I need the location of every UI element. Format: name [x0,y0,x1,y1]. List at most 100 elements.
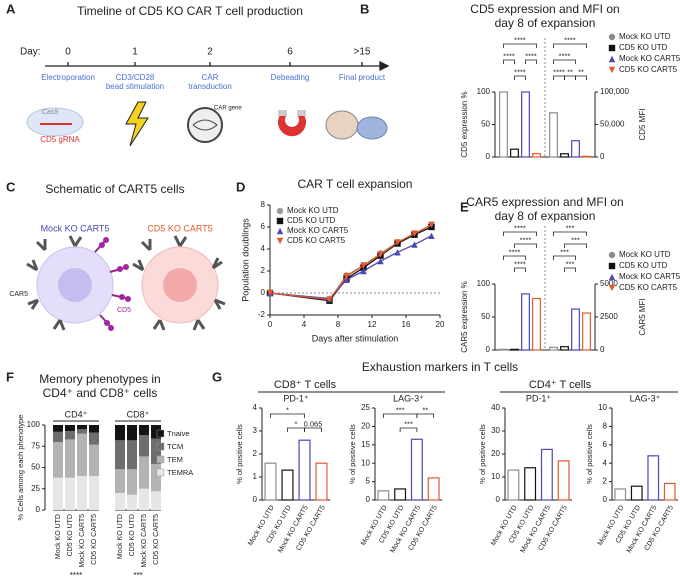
point [326,296,333,303]
series-line [269,224,432,301]
day: >15 [354,47,371,58]
bar [532,297,541,351]
significance-bracket [304,427,322,432]
significance-label: **** [514,259,526,268]
legend-label: CD5 KO UTD [619,43,668,52]
y-tick-label: 4 [603,458,608,467]
significance-label: * [286,405,289,414]
legend-marker [608,55,616,63]
y-tick-label: 2 [261,266,266,275]
point [411,230,418,237]
bar [663,482,676,501]
bar-segment [127,494,137,510]
y-tick-label: 50 [481,120,490,129]
bar-segment [89,432,99,445]
point [377,257,384,265]
y-tick-label: -2 [258,310,266,319]
subplot-title: PD-1⁺ [526,393,552,403]
legend-label: TEMRA [167,468,193,477]
y-tick-label: 10 [361,458,370,467]
x-tick-label: 8 [336,320,341,329]
legend-label: Mock KO UTD [619,250,671,259]
y-tick-label: 0 [600,345,605,354]
y-tick-label: 0 [603,495,608,504]
panel-label: D [236,179,245,194]
bar [557,460,570,501]
bar-segment [127,425,137,441]
bar [614,488,627,501]
icons: Cas9 CD5 gRNA CAR gene [26,101,388,147]
significance-bracket [553,43,587,48]
y-tick-label: 1 [253,472,258,481]
day: 0 [65,47,71,58]
y-tick-label: 10 [598,403,607,412]
significance-bracket [514,75,526,80]
y-tick-label: 20 [491,449,500,458]
significance-bracket [503,255,526,260]
cell-label: CD5 KO CART5 [147,223,212,233]
bar-segment [53,442,63,478]
legend-marker [608,251,616,259]
bar-segment [151,425,161,439]
bar-segment [65,425,75,431]
x-tick-label: 12 [368,320,377,329]
significance-bracket [564,267,576,272]
bar [571,140,580,158]
bar-segment [77,476,87,510]
significance-label: **** [525,51,537,60]
legend-marker [608,66,616,74]
icon-label: Cas9 [42,109,58,116]
step-label: Electroporation [41,73,95,82]
bar-segment [77,425,87,430]
y-tick-label: 8 [603,422,608,431]
chart-title: Memory phenotypes in [39,372,160,386]
bar-segment [115,425,125,441]
y-axis-title: CD5 expression % [460,91,469,157]
step-label: transduction [188,82,232,91]
bar-segment [65,477,75,510]
step-label: CD3/CD28 [116,73,155,82]
bar [582,312,591,351]
x-tick-label: 0 [268,320,273,329]
bar-segment [89,425,99,433]
y-tick-label: 0 [496,495,501,504]
significance-label: **** [514,67,526,76]
significance-bracket [503,43,537,48]
y-tick-label: 50,000 [600,120,625,129]
y-tick-label: 0 [253,495,258,504]
legend-marker [276,237,284,245]
legend-label: Mock KO CART5 [287,226,349,235]
y-tick-label: 4 [261,244,266,253]
cells [26,235,226,331]
legend-label: Mock KO CART5 [619,54,680,63]
bar-segment [139,435,149,457]
y-tick-label: 20 [361,422,370,431]
significance-label: * [295,419,298,428]
day: 6 [287,47,293,58]
chart-title: CD5 expression and MFI on [470,2,619,16]
panel-label: E [460,199,469,214]
bar-segment [89,476,99,510]
receptor-label: CD5 [117,307,131,314]
subplot-title: PD-1⁺ [283,393,309,403]
day: 2 [207,47,213,58]
timeline-title: Timeline of CD5 KO CAR T cell production [77,4,303,18]
y-tick-label: 0 [486,152,491,161]
x-tick-label: CD5 KO UTD [129,514,136,556]
timeline-axis [45,60,390,72]
legend-label: CD5 KO CART5 [287,236,346,245]
bar [264,462,277,501]
x-tick-label: Mock KO UTD [117,514,124,559]
bar [571,308,580,351]
significance-bracket [287,427,305,432]
x-tick-label: Mock KO CART5 [79,514,86,568]
significance-bracket [270,413,305,418]
x-tick-label: CD5 KO UTD [67,514,74,556]
y-tick-label: 50 [31,463,40,472]
legend-label: CD5 KO UTD [287,216,336,225]
x-tick-label: 20 [436,320,445,329]
bar [377,490,390,501]
bar-segment [65,430,75,440]
x-tick-label: CD5 KO CART5 [91,514,98,565]
